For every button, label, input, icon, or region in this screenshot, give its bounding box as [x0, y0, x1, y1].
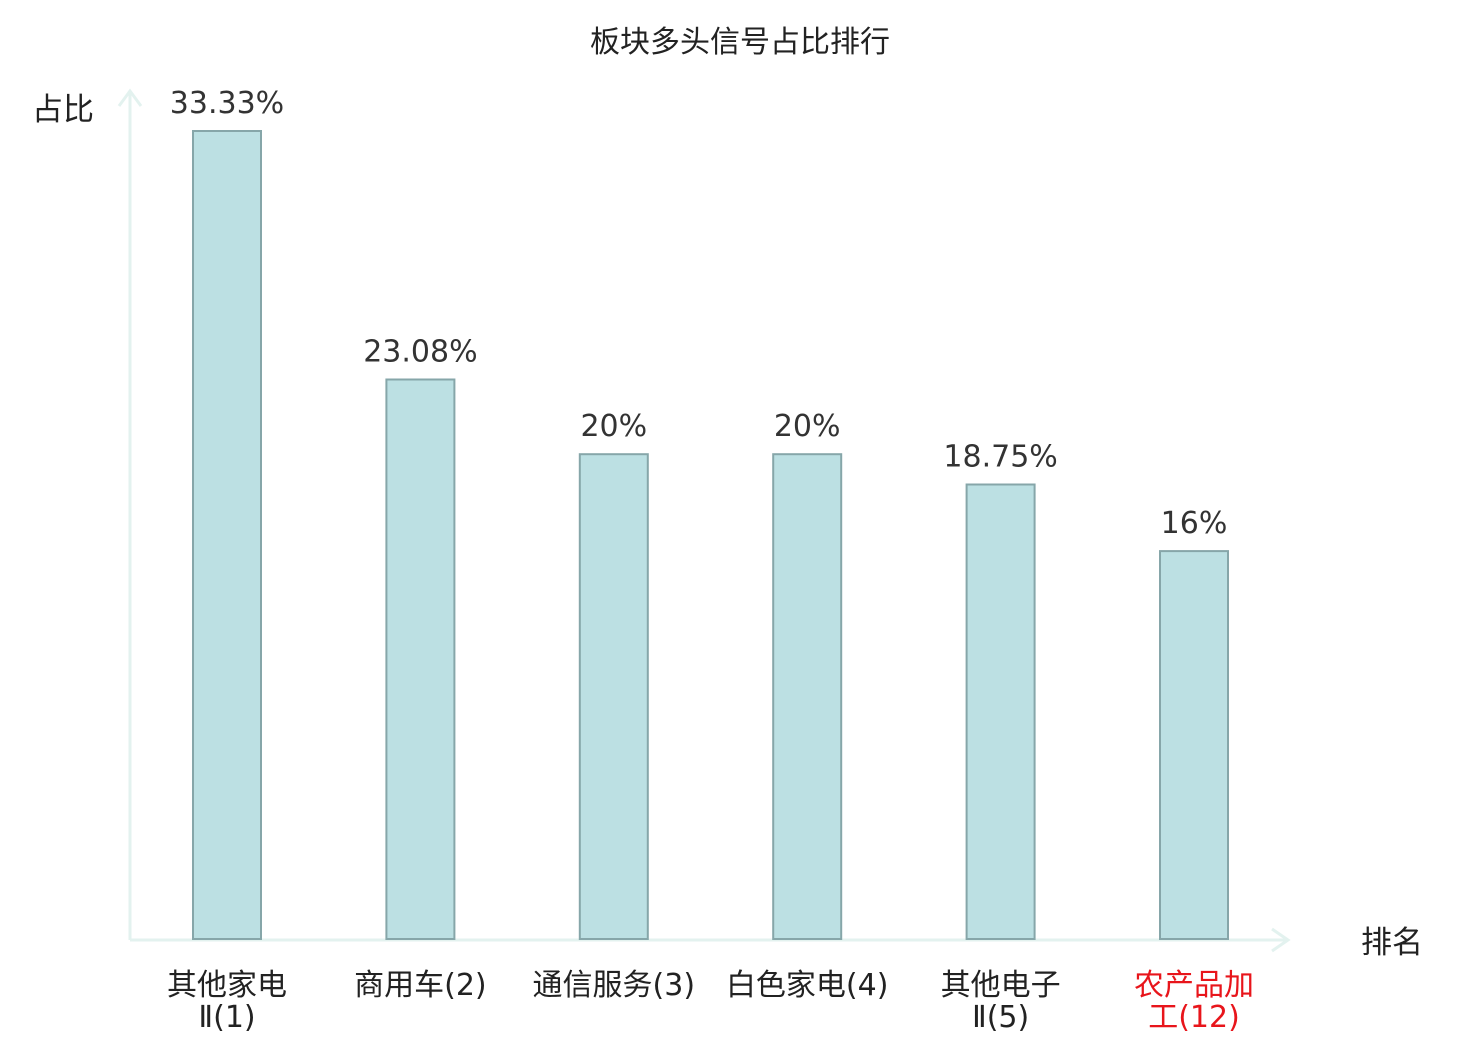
category-label-6-line-2: 工(12) [1148, 1000, 1240, 1035]
y-axis-label: 占比 [32, 92, 94, 128]
chart-title: 板块多头信号占比排行 [590, 25, 890, 60]
category-label-4: 白色家电(4) [726, 968, 889, 1003]
value-labels-group: 33.33% 23.08% 20% 20% 18.75% 16% [170, 86, 1228, 541]
value-label-2: 23.08% [363, 335, 477, 370]
category-label-2: 商用车(2) [354, 968, 487, 1003]
bar-5 [965, 483, 1036, 940]
category-label-1-line-2: Ⅱ(1) [198, 1000, 255, 1035]
bar-2 [385, 378, 456, 940]
category-label-5-line-2: Ⅱ(5) [972, 1000, 1029, 1035]
bar-1 [192, 130, 262, 940]
category-label-3: 通信服务(3) [533, 968, 696, 1003]
value-label-4: 20% [774, 409, 841, 444]
bars-group [192, 130, 1229, 940]
x-axis-label: 排名 [1361, 925, 1423, 961]
category-label-1-line-1: 其他家电 [167, 968, 287, 1003]
value-label-3: 20% [580, 409, 647, 444]
category-label-5-line-1: 其他电子 [941, 968, 1061, 1003]
bar-3 [578, 453, 649, 940]
x-axis-arrow [1271, 927, 1291, 953]
axes [117, 88, 1291, 953]
category-label-6-line-1: 农产品加 [1134, 968, 1254, 1003]
bar-4 [772, 453, 843, 940]
value-label-1: 33.33% [170, 86, 284, 121]
bar-6 [1159, 550, 1229, 940]
y-axis-arrow [117, 88, 143, 107]
value-label-5: 18.75% [943, 440, 1057, 475]
value-label-6: 16% [1161, 506, 1228, 541]
